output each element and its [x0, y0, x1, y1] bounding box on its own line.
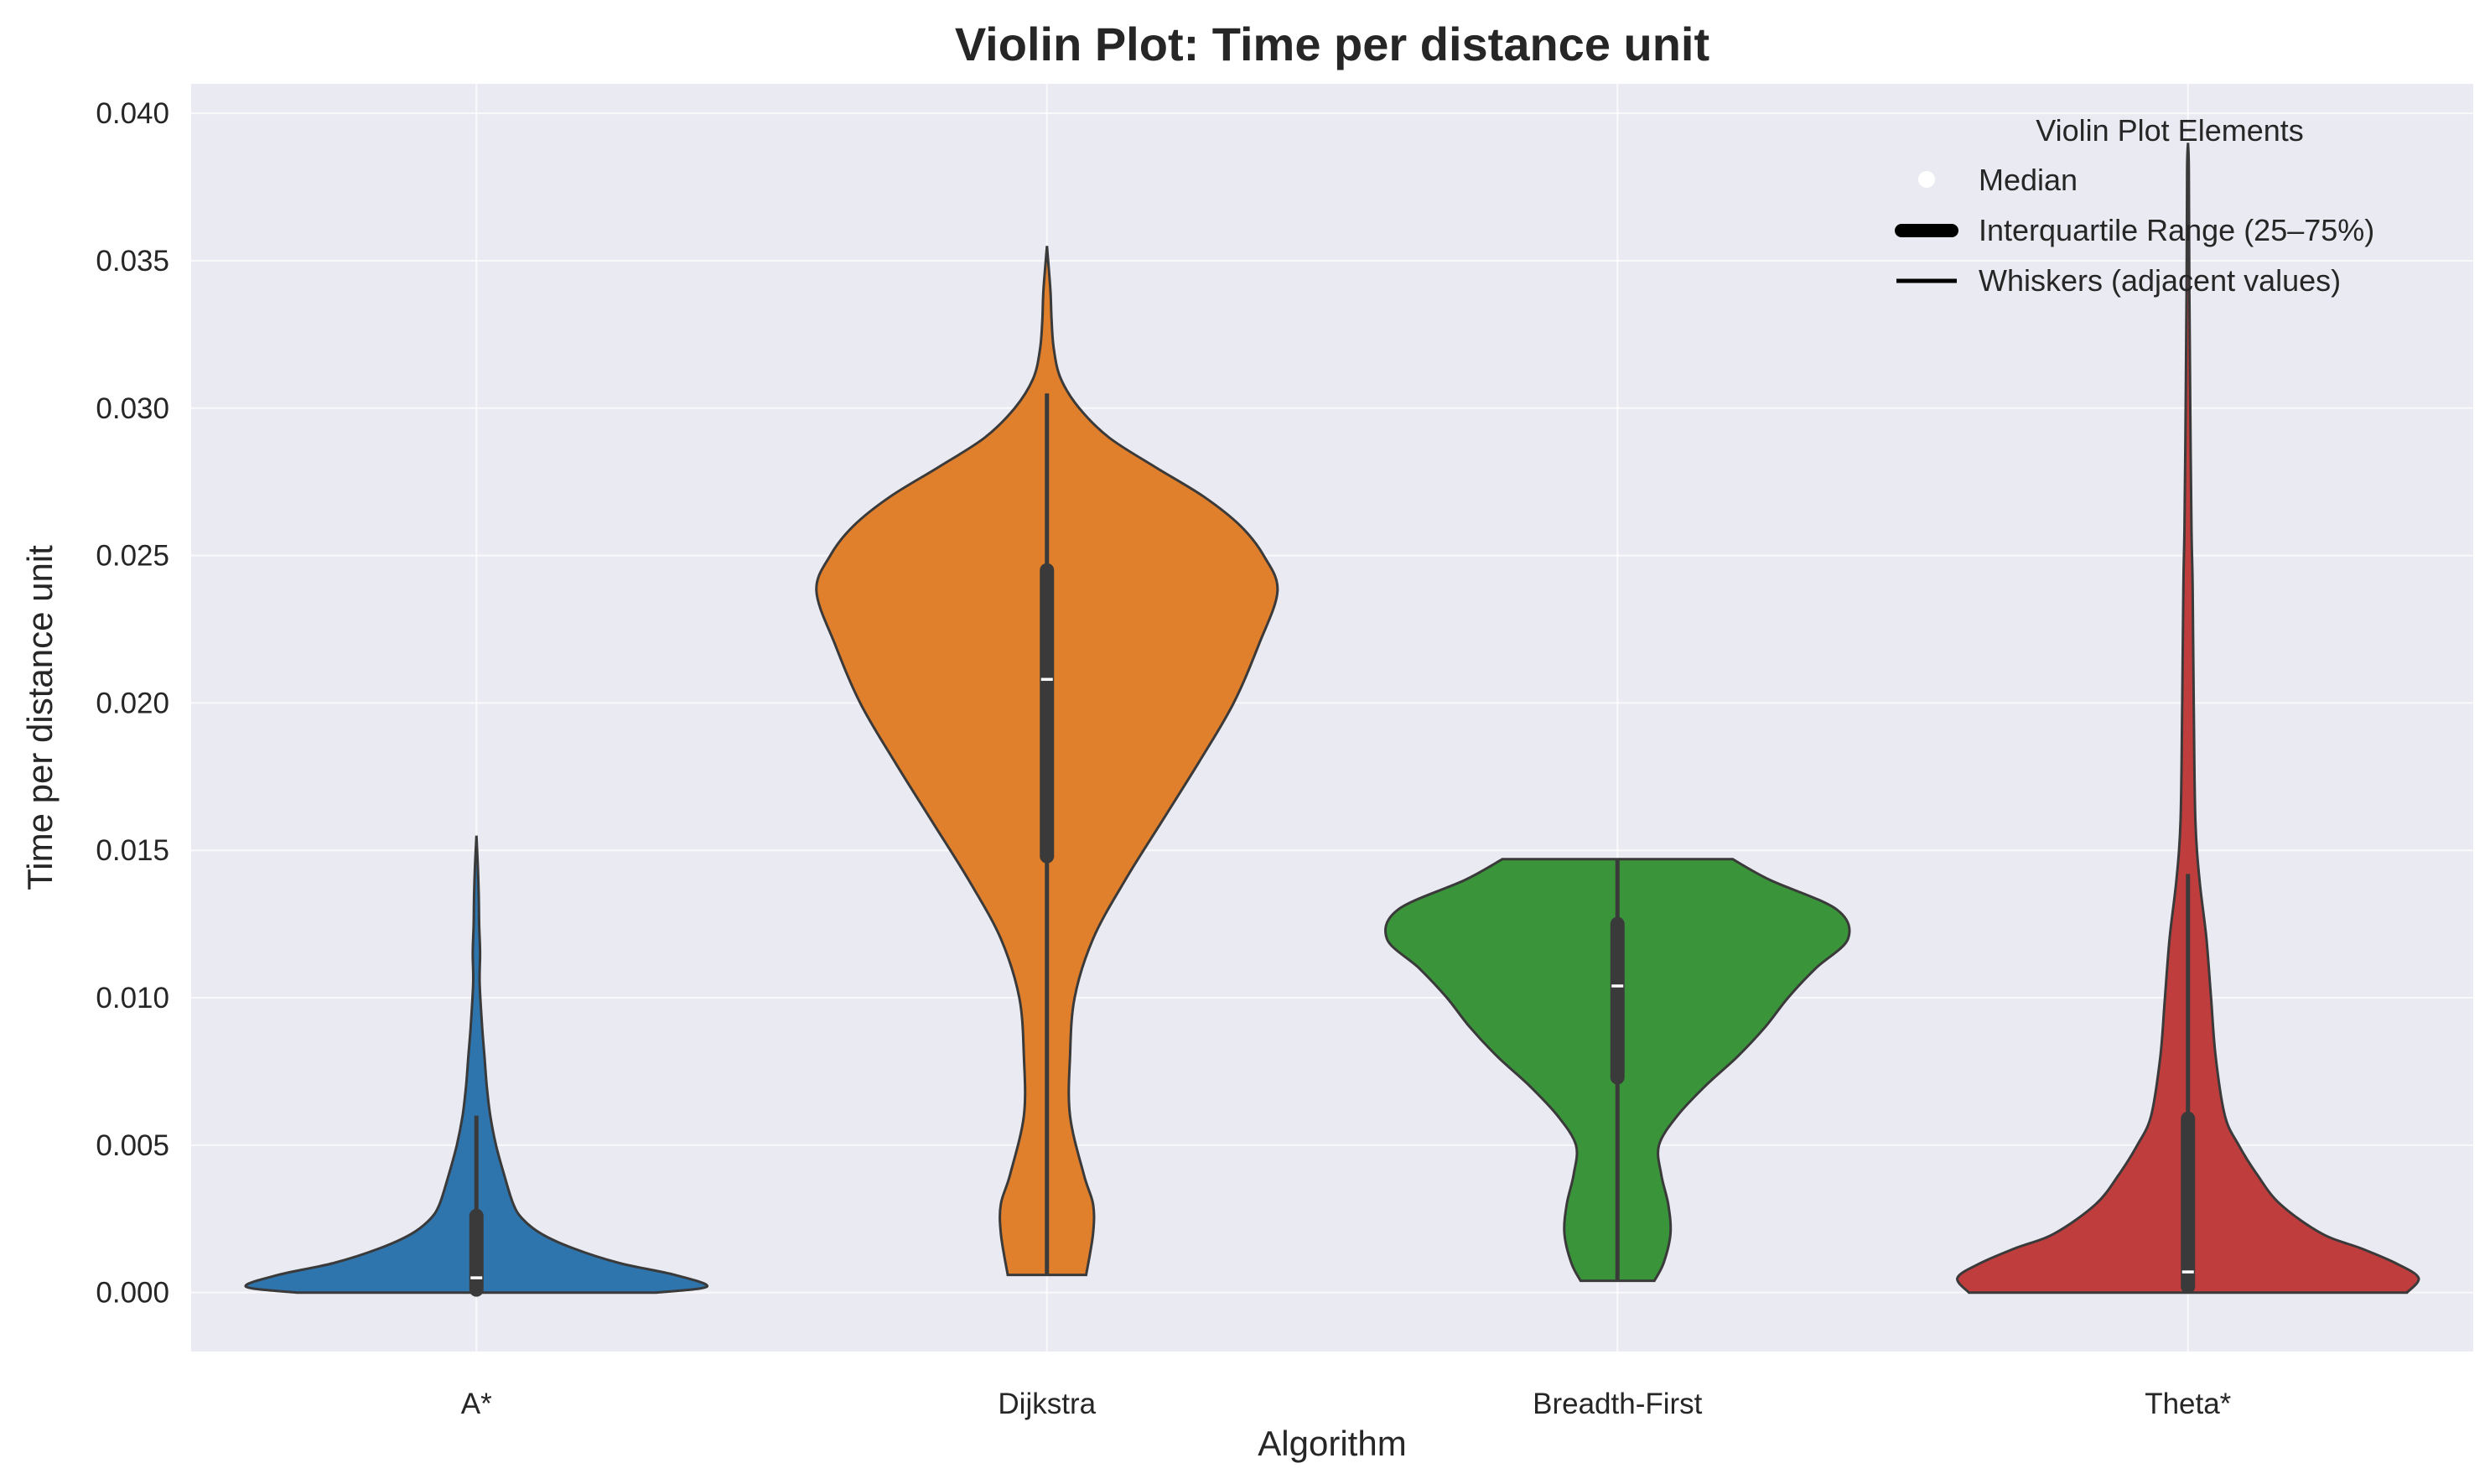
- x-tick-label: Dijkstra: [998, 1388, 1096, 1420]
- violin-body: [244, 835, 708, 1295]
- median-legend-icon: [1918, 171, 1935, 188]
- x-tick-label: A*: [461, 1388, 492, 1420]
- y-tick-label: 0.015: [96, 834, 169, 867]
- y-tick-label: 0.040: [96, 97, 169, 130]
- y-tick-label: 0.025: [96, 540, 169, 573]
- legend: Violin Plot Elements Median Interquartile…: [1895, 113, 2374, 298]
- violin-breadth-first: [1383, 858, 1851, 1283]
- plot-area: [191, 84, 2473, 1352]
- legend-item: Interquartile Range (25–75%): [1895, 213, 2374, 247]
- y-axis-ticks: 0.000 0.005 0.010 0.015 0.020 0.025 0.030 0.035…: [96, 97, 169, 1310]
- y-tick-label: 0.010: [96, 982, 169, 1014]
- chart-title: Violin Plot: Time per distance unit: [955, 18, 1709, 70]
- x-axis-ticks: A* Dijkstra Breadth-First Theta*: [461, 1388, 2232, 1420]
- legend-label: Whiskers (adjacent values): [1979, 263, 2341, 298]
- x-axis-label: Algorithm: [1258, 1424, 1406, 1463]
- y-axis-label: Time per distance unit: [20, 545, 60, 890]
- legend-label: Interquartile Range (25–75%): [1979, 213, 2374, 247]
- legend-item: Whiskers (adjacent values): [1896, 263, 2341, 298]
- legend-item: Median: [1918, 163, 2078, 197]
- y-tick-label: 0.005: [96, 1129, 169, 1162]
- violin-dijkstra: [815, 246, 1279, 1277]
- y-tick-label: 0.000: [96, 1277, 169, 1310]
- y-tick-label: 0.035: [96, 245, 169, 278]
- legend-label: Median: [1979, 163, 2078, 197]
- legend-title: Violin Plot Elements: [2036, 113, 2304, 148]
- x-tick-label: Breadth-First: [1533, 1388, 1703, 1420]
- y-tick-label: 0.030: [96, 392, 169, 425]
- y-tick-label: 0.020: [96, 687, 169, 719]
- legend-items: Median Interquartile Range (25–75%) Whiske…: [1895, 163, 2374, 298]
- violin-theta: [1956, 143, 2420, 1295]
- violin-a: [244, 835, 708, 1297]
- violin-body: [1956, 143, 2420, 1295]
- violins: [244, 143, 2420, 1297]
- x-tick-label: Theta*: [2145, 1388, 2231, 1420]
